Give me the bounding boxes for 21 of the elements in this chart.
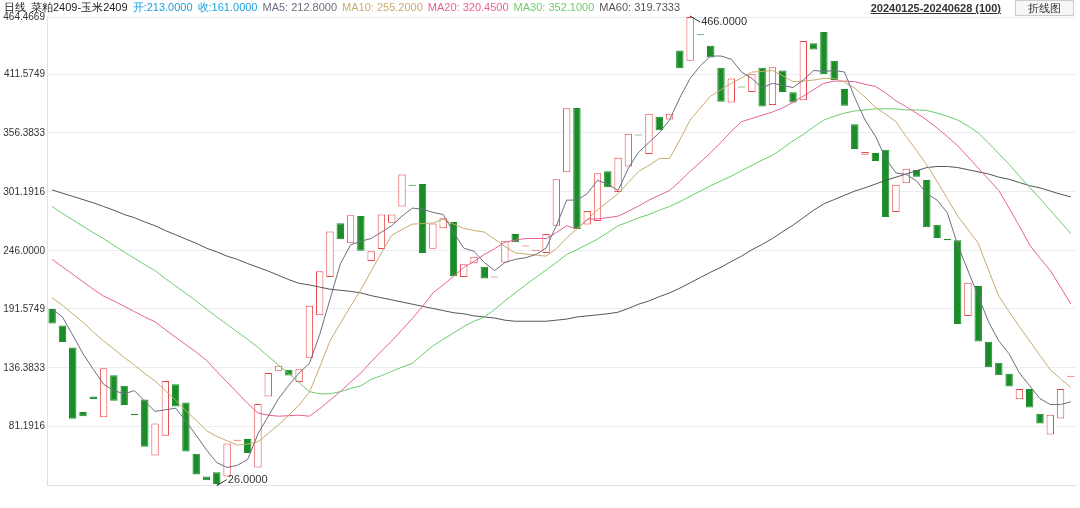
- text: MA5: 212.8000: [262, 1, 338, 13]
- text: 收:161.0000: [197, 1, 258, 13]
- chart-title: 日线: [4, 1, 26, 13]
- text: 折线图: [1015, 0, 1074, 16]
- text: 20240125-20240628 (100): [870, 2, 1001, 14]
- text: MA30: 352.1000: [513, 1, 595, 13]
- y-tick-label: 81.1916: [8, 420, 46, 432]
- y-tick-label: 191.5749: [3, 302, 46, 314]
- y-tick-label: 464.4669: [3, 11, 46, 23]
- y-tick-label: 356.3833: [3, 126, 46, 138]
- chart-subtitle: 菜粕2409-玉米2409: [31, 1, 128, 13]
- y-tick-label: 411.5749: [4, 67, 46, 79]
- annotation: 26.0000: [227, 472, 268, 485]
- y-tick-label: 136.3833: [3, 361, 46, 373]
- annotation: 466.0000: [701, 15, 748, 28]
- text: MA20: 320.4500: [427, 1, 509, 13]
- y-tick-label: 301.1916: [3, 185, 46, 197]
- text: 开:213.0000: [132, 1, 193, 13]
- y-tick-label: 246.0000: [3, 244, 46, 256]
- text: MA60: 319.7333: [599, 1, 681, 13]
- text: MA10: 255.2000: [342, 1, 423, 13]
